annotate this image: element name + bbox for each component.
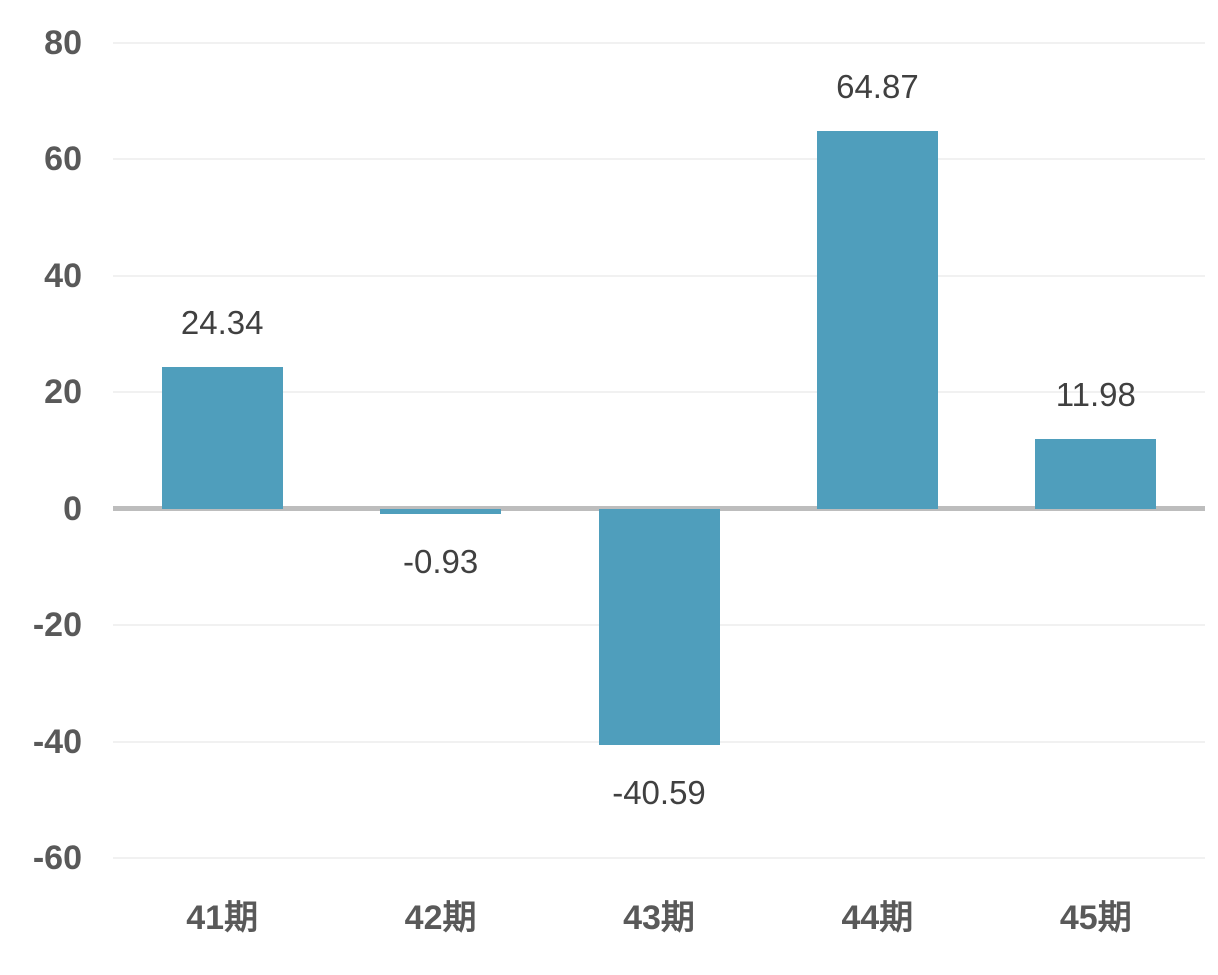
gridline [113, 274, 1205, 277]
bar-value-label: 11.98 [1055, 375, 1136, 413]
bar [816, 131, 938, 509]
x-axis-category-label: 42期 [404, 899, 477, 937]
gridline [113, 158, 1205, 161]
y-axis-tick-label: -60 [32, 839, 82, 877]
bar-value-label: -0.93 [402, 543, 479, 581]
y-axis-tick-label: 0 [63, 489, 82, 528]
bar-value-label: -40.59 [612, 774, 706, 811]
bar [161, 367, 283, 509]
y-axis-tick-label: 60 [44, 140, 82, 179]
bar-value-label: 24.34 [180, 304, 264, 342]
bar [380, 508, 502, 515]
gridline [113, 42, 1205, 44]
x-axis-category-label: 45期 [1059, 899, 1132, 937]
y-axis-tick-label: 40 [44, 256, 82, 295]
bar [1035, 438, 1157, 509]
y-axis-tick-label: 80 [44, 24, 82, 62]
x-axis-category-label: 41期 [186, 899, 259, 937]
y-axis-tick-label: -40 [32, 722, 82, 761]
y-axis-tick-label: 20 [44, 373, 82, 412]
gridline [113, 857, 1205, 859]
x-axis-category-label: 43期 [623, 899, 695, 937]
bar-value-label: 64.87 [836, 68, 919, 106]
y-axis-tick-label: -20 [32, 606, 82, 645]
x-axis-category-label: 44期 [841, 899, 914, 937]
bar [598, 508, 720, 745]
